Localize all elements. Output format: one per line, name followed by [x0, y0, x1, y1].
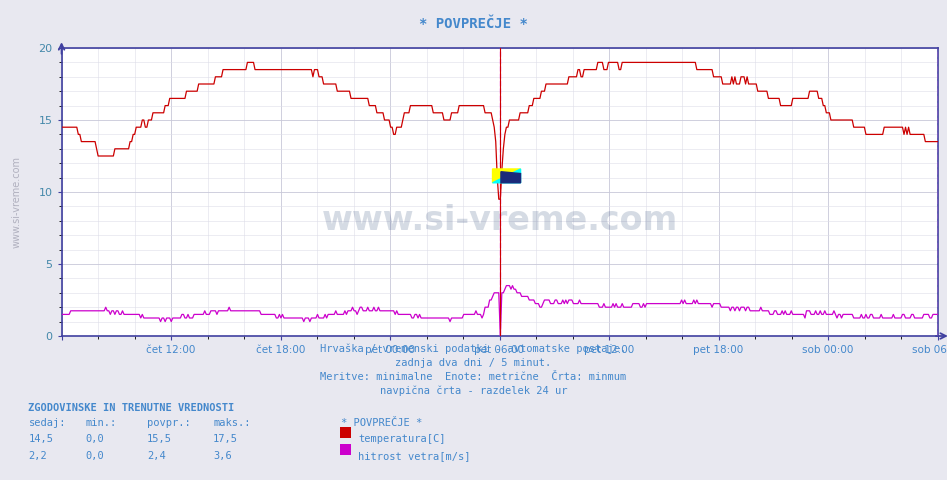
Text: 2,2: 2,2: [28, 451, 47, 461]
Text: povpr.:: povpr.:: [147, 418, 190, 428]
Text: maks.:: maks.:: [213, 418, 251, 428]
Text: ZGODOVINSKE IN TRENUTNE VREDNOSTI: ZGODOVINSKE IN TRENUTNE VREDNOSTI: [28, 403, 235, 413]
Polygon shape: [501, 172, 521, 183]
Text: Hrvaška / vremenski podatki - avtomatske postaje.
zadnja dva dni / 5 minut.
Meri: Hrvaška / vremenski podatki - avtomatske…: [320, 343, 627, 396]
Text: * POVPREČJE *: * POVPREČJE *: [420, 17, 527, 31]
Polygon shape: [492, 169, 521, 183]
Text: 0,0: 0,0: [85, 451, 104, 461]
Text: temperatura[C]: temperatura[C]: [358, 434, 445, 444]
Text: 17,5: 17,5: [213, 434, 238, 444]
Text: min.:: min.:: [85, 418, 116, 428]
Polygon shape: [492, 169, 521, 183]
Text: 15,5: 15,5: [147, 434, 171, 444]
Text: hitrost vetra[m/s]: hitrost vetra[m/s]: [358, 451, 471, 461]
Text: sedaj:: sedaj:: [28, 418, 66, 428]
Text: 0,0: 0,0: [85, 434, 104, 444]
Text: * POVPREČJE *: * POVPREČJE *: [341, 418, 422, 428]
Text: 14,5: 14,5: [28, 434, 53, 444]
Text: 2,4: 2,4: [147, 451, 166, 461]
Text: www.si-vreme.com: www.si-vreme.com: [321, 204, 678, 237]
Text: 3,6: 3,6: [213, 451, 232, 461]
Text: www.si-vreme.com: www.si-vreme.com: [12, 156, 22, 248]
